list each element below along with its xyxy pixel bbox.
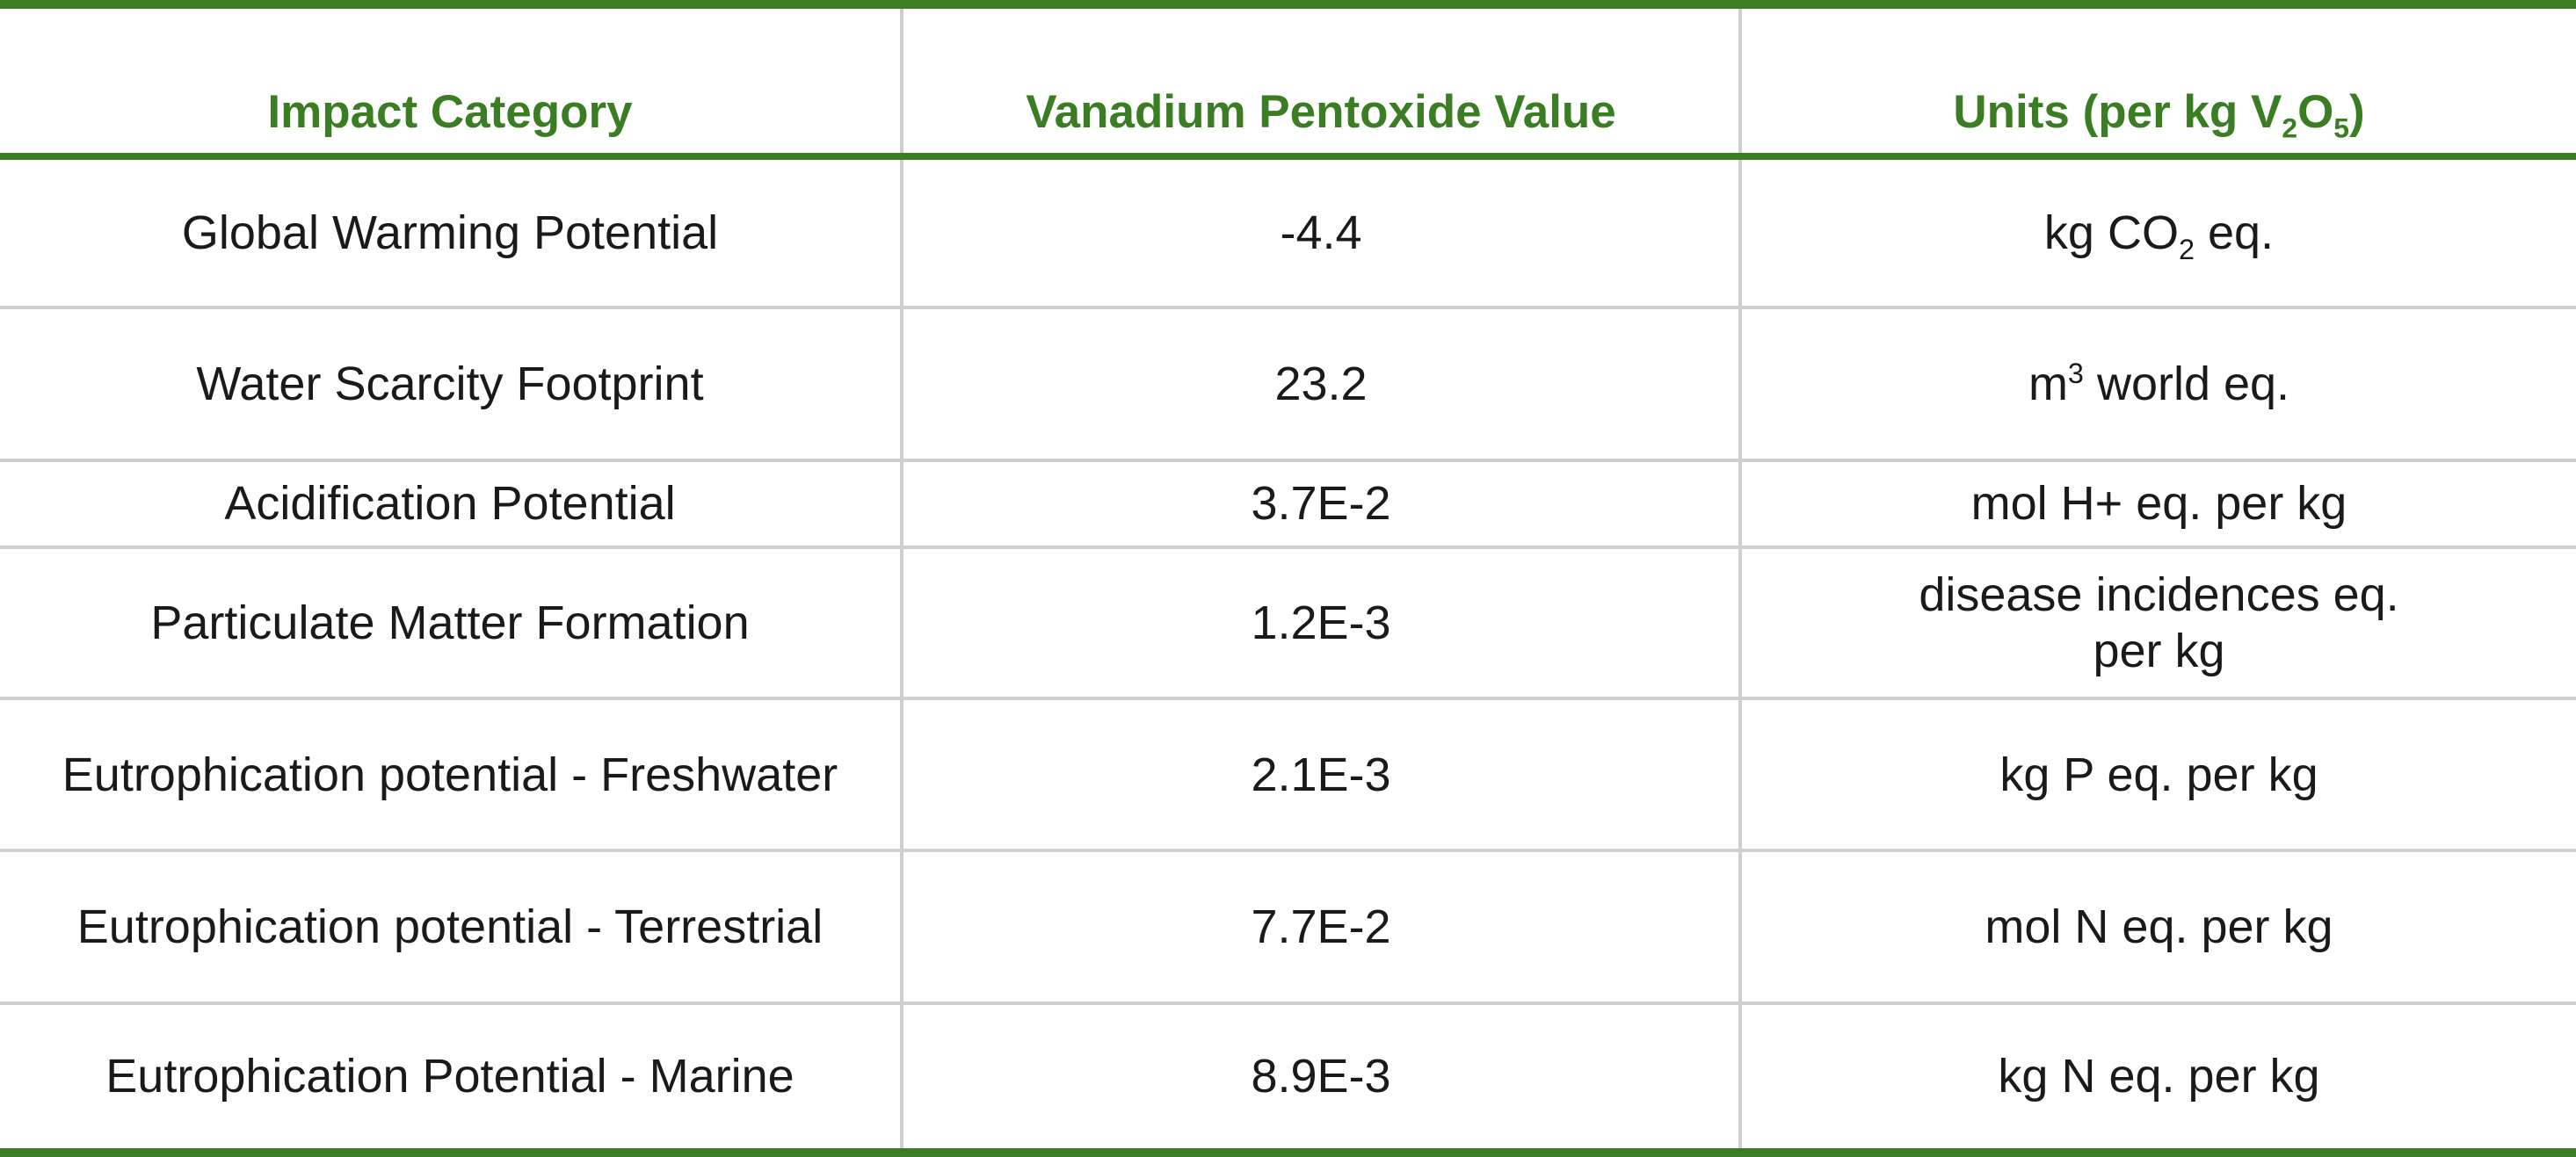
cell-unit: kg N eq. per kg (1738, 1001, 2576, 1153)
header-value: Vanadium Pentoxide Value (900, 4, 1742, 160)
cell-category: Acidification Potential (0, 458, 903, 549)
cell-unit: m3 world eq. (1738, 306, 2576, 462)
cell-value: 2.1E-3 (900, 697, 1742, 853)
header-units-sub-2: 5 (2333, 112, 2349, 144)
header-units-mid: O (2297, 86, 2334, 138)
header-units-sub-1: 2 (2282, 112, 2298, 144)
header-row: Impact Category Vanadium Pentoxide Value… (0, 4, 2576, 160)
cell-category: Eutrophication potential - Terrestrial (0, 849, 903, 1005)
cell-unit: kg P eq. per kg (1738, 697, 2576, 853)
table-row: Eutrophication potential - Freshwater 2.… (0, 697, 2576, 853)
cell-category: Global Warming Potential (0, 154, 903, 310)
header-impact-category-label: Impact Category (267, 86, 633, 138)
cell-unit: mol N eq. per kg (1738, 849, 2576, 1005)
table-row: Global Warming Potential -4.4 kg CO2 eq. (0, 154, 2576, 310)
unit-prefix: kg CO (2043, 206, 2179, 260)
cell-value: 8.9E-3 (900, 1001, 1742, 1153)
table-row: Water Scarcity Footprint 23.2 m3 world e… (0, 306, 2576, 462)
table-row: Eutrophication potential - Terrestrial 7… (0, 849, 2576, 1005)
header-impact-category: Impact Category (0, 4, 903, 160)
unit-superscript: 3 (2067, 357, 2084, 389)
cell-category: Water Scarcity Footprint (0, 306, 903, 462)
cell-unit: disease incidences eq. per kg (1738, 545, 2576, 701)
cell-value: 7.7E-2 (900, 849, 1742, 1005)
cell-value: 1.2E-3 (900, 545, 1742, 701)
cell-value: 3.7E-2 (900, 458, 1742, 549)
cell-unit: mol H+ eq. per kg (1738, 458, 2576, 549)
table-row: Eutrophication Potential - Marine 8.9E-3… (0, 1001, 2576, 1153)
unit-line-2: per kg (2093, 624, 2225, 677)
header-value-label: Vanadium Pentoxide Value (1026, 86, 1616, 138)
unit-suffix: eq. (2194, 206, 2275, 260)
header-units-suffix: ) (2348, 86, 2365, 138)
cell-category: Particulate Matter Formation (0, 545, 903, 701)
unit-subscript: 2 (2178, 233, 2195, 265)
unit-line-1: disease incidences eq. (1919, 568, 2399, 621)
unit-suffix: world eq. (2083, 357, 2290, 410)
cell-value: -4.4 (900, 154, 1742, 310)
header-units-prefix: Units (per kg V (1953, 86, 2282, 138)
table-row: Acidification Potential 3.7E-2 mol H+ eq… (0, 458, 2576, 549)
cell-category: Eutrophication Potential - Marine (0, 1001, 903, 1153)
unit-prefix: m (2028, 357, 2068, 410)
table-body: Global Warming Potential -4.4 kg CO2 eq.… (0, 154, 2576, 1153)
cell-value: 23.2 (900, 306, 1742, 462)
table-header: Impact Category Vanadium Pentoxide Value… (0, 4, 2576, 160)
cell-unit: kg CO2 eq. (1738, 154, 2576, 310)
header-units: Units (per kg V2O5) (1738, 4, 2576, 160)
table-row: Particulate Matter Formation 1.2E-3 dise… (0, 545, 2576, 701)
cell-category: Eutrophication potential - Freshwater (0, 697, 903, 853)
